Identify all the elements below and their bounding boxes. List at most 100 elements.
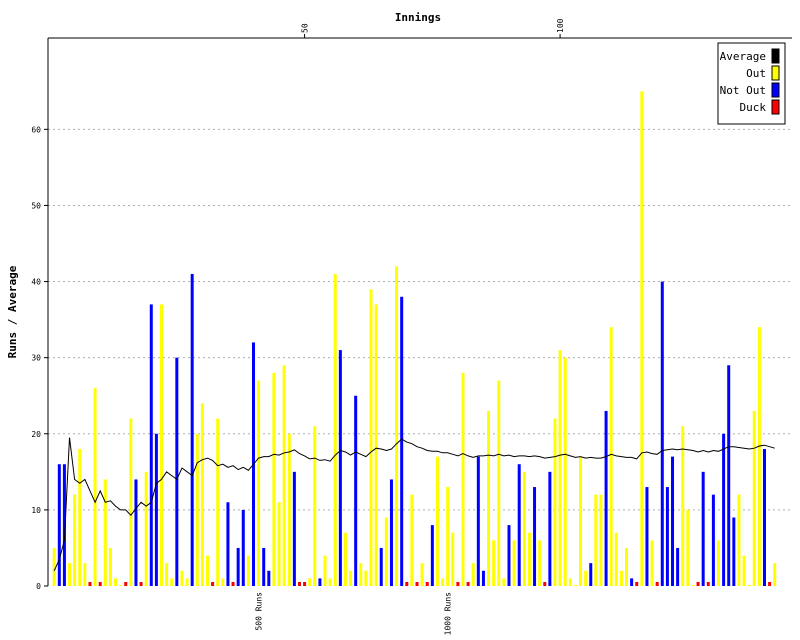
innings-bar-4 (68, 563, 72, 586)
innings-bar-44 (272, 372, 276, 586)
innings-bar-140 (762, 449, 766, 586)
innings-bar-121 (665, 487, 669, 586)
innings-bar-124 (681, 426, 685, 586)
innings-bar-75 (430, 525, 434, 586)
innings-bars (52, 91, 777, 587)
innings-bar-6 (78, 449, 82, 586)
legend-swatch-duck (771, 99, 780, 115)
innings-bar-79 (451, 532, 455, 586)
innings-bar-12 (108, 547, 112, 586)
innings-bar-54 (323, 555, 327, 586)
innings-bar-29 (195, 433, 199, 586)
innings-bar-45 (277, 502, 281, 586)
y-axis-ticks: 0 10 20 30 40 50 60 (31, 125, 48, 591)
innings-bar-109 (604, 410, 608, 586)
innings-bar-130 (711, 494, 715, 586)
innings-bar-91 (512, 540, 516, 586)
innings-bar-135 (737, 494, 741, 586)
innings-bar-142 (773, 563, 777, 586)
y-tick-label: 40 (31, 278, 41, 287)
innings-bar-100 (558, 350, 562, 586)
legend-swatch-out (771, 65, 780, 81)
innings-bar-52 (313, 426, 317, 586)
legend-label-not-out: Not Out (720, 84, 766, 97)
innings-bar-81 (461, 372, 465, 586)
innings-bar-139 (757, 327, 761, 586)
top-tick-label: 50 (301, 23, 310, 33)
chart-title: Innings (395, 11, 441, 24)
top-axis-ticks: 50 100 (301, 18, 565, 38)
innings-bar-19 (144, 471, 148, 586)
innings-bar-35 (226, 502, 230, 586)
innings-bar-116 (640, 91, 644, 587)
innings-bar-50 (303, 582, 307, 586)
innings-bar-120 (660, 281, 664, 586)
innings-bar-22 (160, 304, 164, 586)
innings-bar-115 (635, 582, 639, 586)
innings-bar-53 (318, 578, 322, 586)
bottom-tick-label: 1000 Runs (444, 592, 453, 636)
innings-bar-39 (246, 555, 250, 586)
innings-bar-47 (287, 433, 291, 586)
innings-bar-141 (768, 582, 772, 586)
innings-bar-68 (395, 266, 399, 586)
innings-bar-125 (686, 509, 690, 586)
innings-bar-101 (563, 357, 567, 586)
innings-bar-23 (165, 563, 169, 586)
innings-bar-55 (328, 578, 332, 586)
y-tick-label: 60 (31, 125, 41, 134)
innings-bar-69 (400, 296, 404, 586)
innings-bar-82 (466, 582, 470, 586)
innings-bar-13 (114, 578, 118, 586)
innings-bar-85 (481, 570, 485, 586)
bottom-tick-label: 500 Runs (255, 592, 264, 631)
innings-bar-122 (671, 456, 675, 586)
top-tick-label: 100 (556, 18, 565, 33)
innings-bar-113 (625, 547, 629, 586)
innings-bar-41 (257, 380, 261, 586)
innings-bar-26 (180, 570, 184, 586)
innings-bar-36 (231, 582, 235, 586)
innings-bar-112 (619, 570, 623, 586)
innings-bar-64 (374, 304, 378, 586)
innings-bar-137 (747, 585, 751, 586)
innings-bar-16 (129, 418, 133, 586)
legend-swatch-average (771, 48, 780, 64)
innings-bar-104 (579, 456, 583, 586)
innings-bar-117 (645, 487, 649, 586)
innings-bar-133 (727, 365, 731, 586)
innings-bar-110 (609, 327, 613, 586)
innings-bar-86 (487, 410, 491, 586)
innings-bar-9 (93, 388, 97, 586)
innings-bar-43 (267, 570, 271, 586)
innings-bar-119 (655, 582, 659, 586)
innings-bar-11 (103, 479, 107, 586)
innings-bar-105 (584, 570, 588, 586)
innings-bar-21 (154, 433, 158, 586)
innings-bar-83 (471, 563, 475, 586)
innings-bar-38 (241, 509, 245, 586)
legend: Average Out Not Out Duck (717, 42, 786, 125)
innings-bar-80 (456, 582, 460, 586)
innings-bar-111 (614, 532, 618, 586)
innings-bar-134 (732, 517, 736, 586)
innings-bar-102 (568, 578, 572, 586)
innings-bar-70 (405, 582, 409, 586)
innings-bar-95 (533, 487, 537, 586)
innings-bar-20 (149, 304, 153, 586)
innings-bar-76 (435, 456, 439, 586)
innings-bar-28 (190, 273, 194, 586)
innings-bar-49 (297, 582, 301, 586)
innings-bar-118 (650, 540, 654, 586)
innings-bar-108 (599, 494, 603, 586)
innings-bar-61 (359, 563, 363, 586)
y-tick-label: 10 (31, 506, 41, 515)
innings-bar-27 (185, 578, 189, 586)
innings-bar-32 (211, 582, 215, 586)
innings-bar-71 (410, 494, 414, 586)
innings-bar-7 (83, 563, 87, 586)
innings-bar-10 (98, 582, 102, 586)
innings-bar-59 (349, 570, 353, 586)
